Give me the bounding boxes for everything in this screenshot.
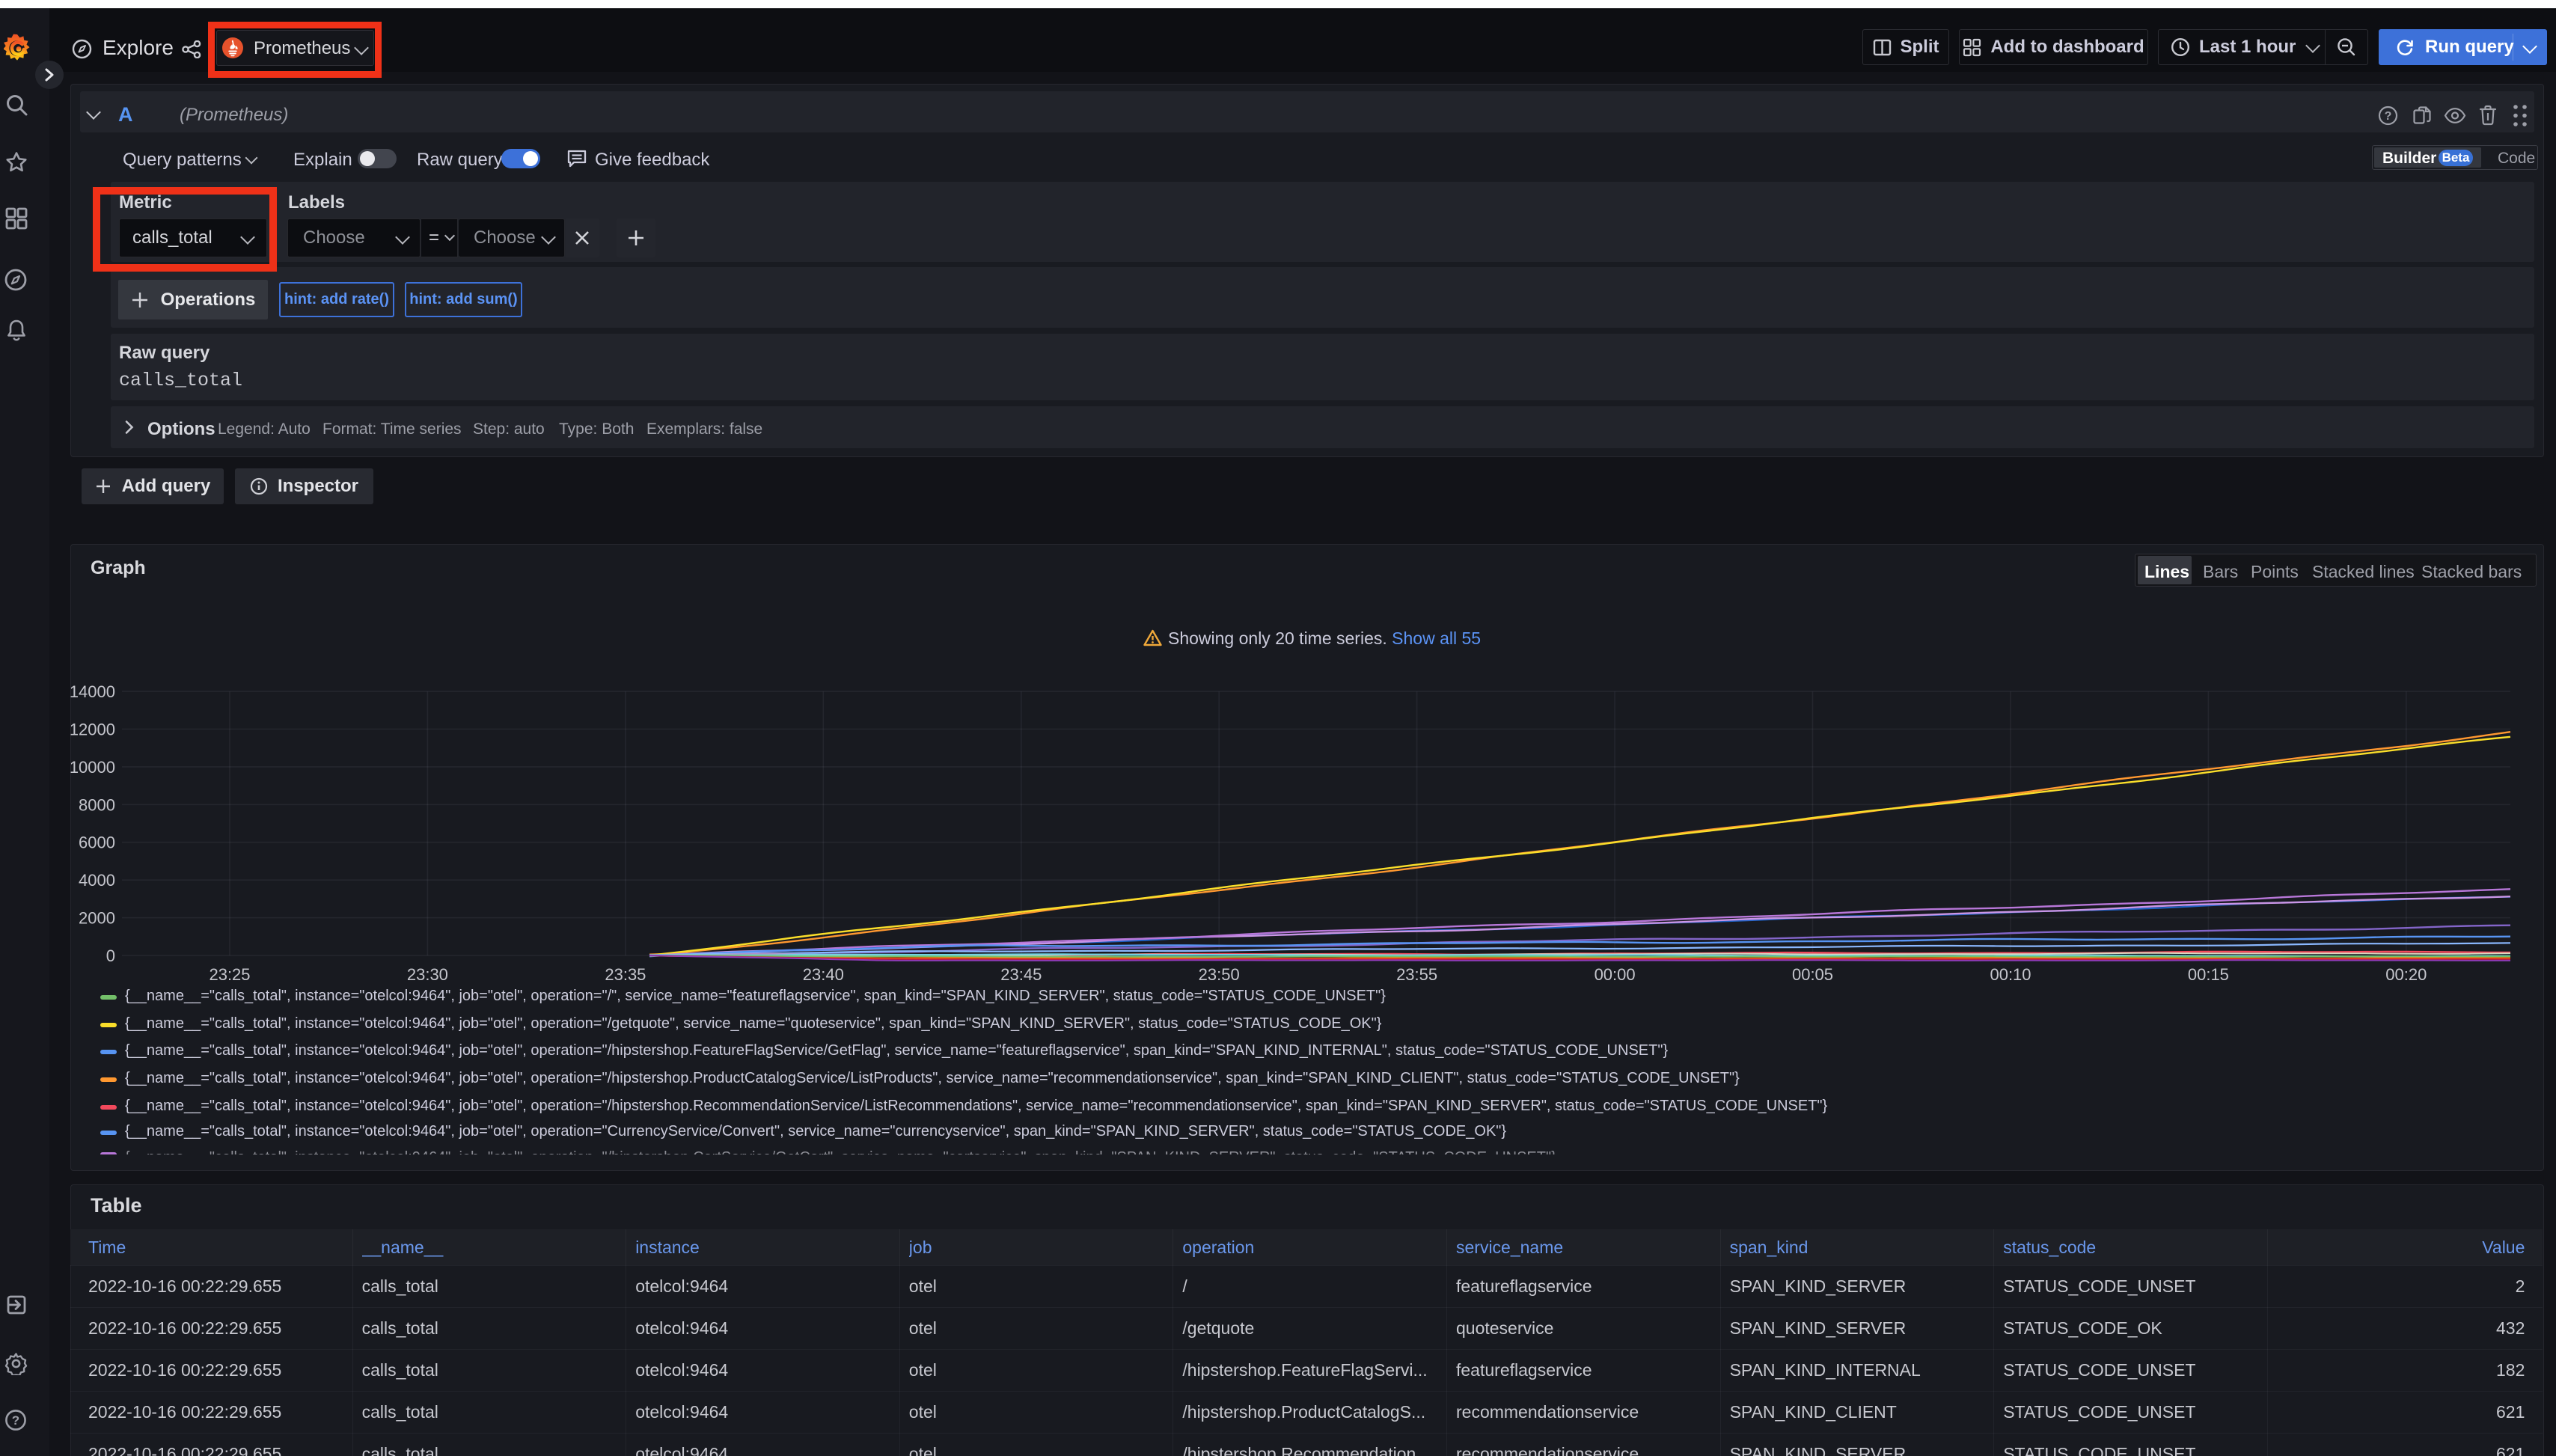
svg-text:23:25: 23:25 [209, 965, 250, 984]
svg-text:12000: 12000 [70, 721, 115, 739]
svg-text:2000: 2000 [79, 909, 115, 928]
svg-text:00:20: 00:20 [2385, 965, 2427, 984]
svg-text:?: ? [2385, 110, 2392, 123]
svg-text:6000: 6000 [79, 833, 115, 852]
svg-text:23:35: 23:35 [605, 965, 646, 984]
svg-text:23:40: 23:40 [803, 965, 844, 984]
svg-text:23:30: 23:30 [407, 965, 448, 984]
svg-text:0: 0 [106, 946, 115, 965]
svg-text:8000: 8000 [79, 795, 115, 814]
svg-text:00:15: 00:15 [2188, 965, 2229, 984]
svg-text:23:50: 23:50 [1199, 965, 1240, 984]
svg-text:23:45: 23:45 [1000, 965, 1042, 984]
svg-text:14000: 14000 [70, 682, 115, 701]
svg-text:00:00: 00:00 [1595, 965, 1636, 984]
svg-text:4000: 4000 [79, 871, 115, 890]
svg-text:00:10: 00:10 [1990, 965, 2031, 984]
svg-text:?: ? [12, 1413, 19, 1428]
svg-text:00:05: 00:05 [1792, 965, 1833, 984]
svg-text:23:55: 23:55 [1396, 965, 1437, 984]
svg-text:10000: 10000 [70, 758, 115, 777]
